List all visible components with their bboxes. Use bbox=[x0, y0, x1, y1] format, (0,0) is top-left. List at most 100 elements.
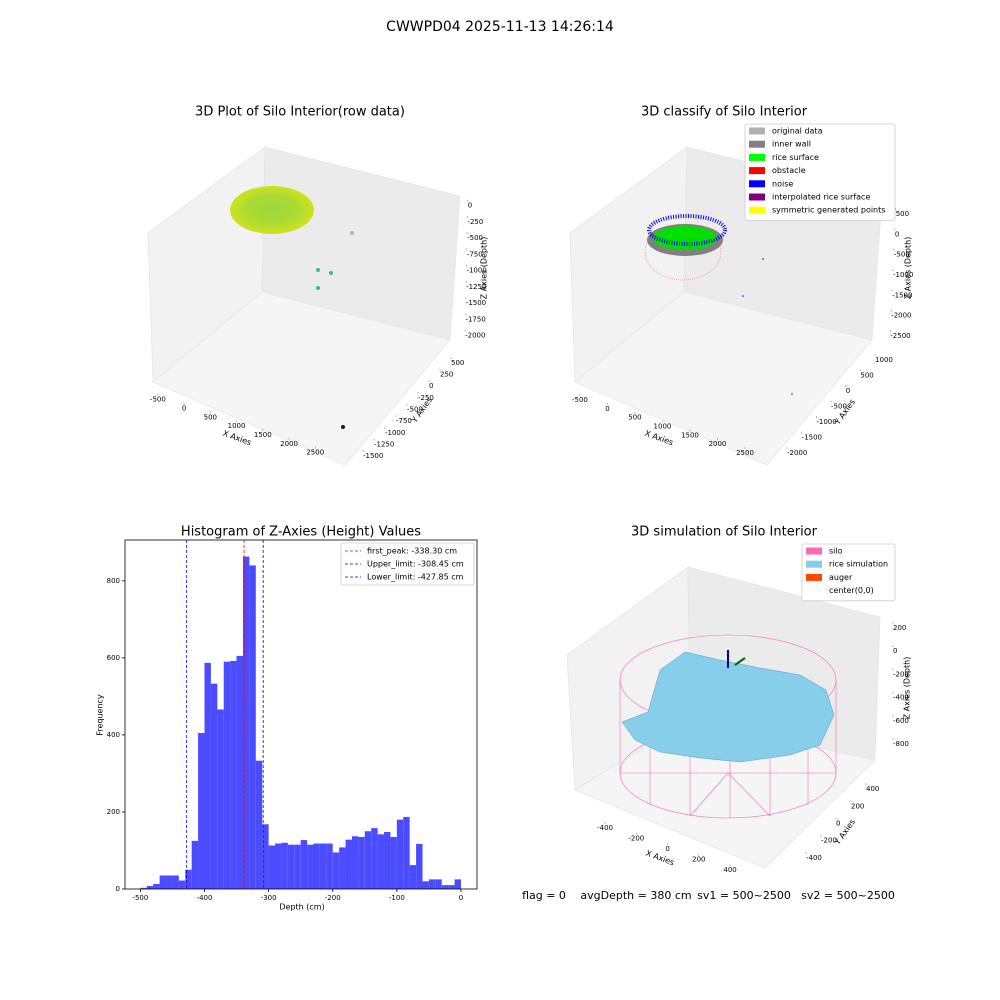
legend-swatch bbox=[806, 587, 822, 595]
z-tick-label: 0 bbox=[893, 647, 897, 655]
z-tick-label: -1750 bbox=[465, 315, 485, 323]
legend-label: interpolated rice surface bbox=[772, 193, 870, 202]
bar bbox=[416, 843, 423, 889]
legend-label: inner wall bbox=[772, 140, 811, 149]
y-tick-label: -200 bbox=[821, 837, 837, 845]
y-tick-label: 0 bbox=[116, 885, 120, 893]
x-tick-label: 2000 bbox=[709, 440, 727, 448]
bar bbox=[454, 879, 461, 889]
x-tick-label: 1000 bbox=[228, 422, 246, 430]
legend-box bbox=[801, 543, 896, 602]
z-axis-label: Z Axies (Depth) bbox=[480, 237, 489, 300]
legend-box bbox=[340, 542, 475, 586]
bar bbox=[146, 885, 154, 889]
bar bbox=[371, 828, 378, 889]
x-tick-label: -100 bbox=[389, 894, 405, 902]
x-axis-label: X Axies bbox=[222, 429, 253, 448]
bar bbox=[230, 660, 237, 889]
legend-swatch bbox=[749, 206, 765, 214]
bar bbox=[140, 887, 147, 889]
x-tick-label: 2500 bbox=[306, 449, 324, 457]
z-axis-label: Z Axies (Depth) bbox=[903, 657, 912, 720]
x-tick-label: 400 bbox=[723, 866, 736, 874]
bar bbox=[377, 834, 385, 889]
legend-label: symmetric generated points bbox=[772, 206, 885, 215]
x-tick-label: -500 bbox=[132, 894, 148, 902]
y-tick-label: -250 bbox=[418, 394, 434, 402]
bar bbox=[294, 844, 301, 889]
x-axis-label: X Axies bbox=[644, 429, 675, 448]
bar bbox=[262, 824, 269, 889]
z-tick-label: -200 bbox=[893, 670, 909, 678]
legend-swatch bbox=[749, 193, 765, 201]
x-tick-label: -400 bbox=[597, 824, 613, 832]
z-tick-label: -500 bbox=[467, 234, 483, 242]
bar bbox=[403, 816, 410, 889]
bar bbox=[435, 879, 442, 889]
legend-swatch bbox=[749, 153, 765, 161]
bar bbox=[345, 839, 352, 889]
bar bbox=[428, 879, 436, 889]
z-tick-label: -1500 bbox=[892, 291, 912, 299]
x-tick-label: 500 bbox=[628, 414, 641, 422]
z-tick-label: 0 bbox=[468, 202, 472, 210]
x-tick-label: -200 bbox=[325, 894, 341, 902]
y-tick-label: 200 bbox=[851, 802, 864, 810]
axes-panes bbox=[566, 566, 881, 869]
status-text: avgDepth = 380 cm bbox=[580, 889, 691, 902]
y-tick-label: 800 bbox=[107, 577, 120, 585]
bar bbox=[185, 869, 192, 889]
x-tick-label: 1500 bbox=[254, 431, 272, 439]
z-axis-label: Z Axies (Depth) bbox=[904, 237, 913, 300]
z-tick-label: -2000 bbox=[891, 312, 911, 320]
z-tick-label: -1250 bbox=[466, 283, 486, 291]
legend-swatch bbox=[749, 140, 765, 148]
x-tick-label: -500 bbox=[150, 396, 166, 404]
bar bbox=[281, 842, 288, 889]
x-tick-label: 0 bbox=[605, 405, 609, 413]
y-tick-label: -1250 bbox=[374, 440, 394, 448]
z-tick-label: 500 bbox=[896, 210, 909, 218]
legend-swatch bbox=[806, 560, 822, 568]
z-tick-label: -2000 bbox=[465, 332, 485, 340]
bar bbox=[153, 883, 160, 889]
bar bbox=[255, 760, 263, 889]
z-tick-label: -800 bbox=[893, 740, 909, 748]
y-tick-label: 0 bbox=[836, 820, 840, 828]
y-tick-label: 500 bbox=[860, 372, 873, 380]
bar bbox=[396, 819, 404, 889]
status-text: sv2 = 500~2500 bbox=[801, 889, 895, 902]
axes-panes bbox=[147, 146, 461, 466]
x-axis-label: X Axies bbox=[645, 849, 676, 868]
bar bbox=[178, 880, 186, 889]
bar bbox=[409, 865, 417, 889]
x-tick-label: 500 bbox=[204, 413, 217, 421]
bar bbox=[249, 565, 256, 889]
bar bbox=[358, 836, 365, 889]
legend-label: noise bbox=[772, 179, 793, 188]
y-tick-label: -1000 bbox=[816, 418, 836, 426]
x-tick-label: 0 bbox=[182, 404, 186, 412]
z-tick-label: -600 bbox=[893, 717, 909, 725]
z-tick-label: -500 bbox=[894, 251, 910, 259]
bar bbox=[300, 840, 308, 889]
legend-swatch bbox=[749, 180, 765, 188]
x-tick-label: 2000 bbox=[280, 440, 298, 448]
bar bbox=[204, 662, 211, 889]
legend-swatch bbox=[806, 547, 822, 555]
legend-box bbox=[744, 123, 896, 221]
bar bbox=[223, 661, 231, 889]
x-tick-label: -500 bbox=[572, 396, 588, 404]
z-tick-label: -250 bbox=[467, 218, 483, 226]
z-tick-label: -400 bbox=[893, 694, 909, 702]
z-tick-label: 200 bbox=[893, 624, 906, 632]
y-tick-label: -2000 bbox=[787, 449, 807, 457]
y-tick-label: -400 bbox=[806, 854, 822, 862]
y-tick-label: 0 bbox=[429, 382, 433, 390]
bar bbox=[210, 683, 218, 889]
y-tick-label: -1500 bbox=[802, 434, 822, 442]
y-tick-label: -500 bbox=[407, 406, 423, 414]
bar bbox=[339, 847, 346, 889]
x-tick-label: 2500 bbox=[736, 449, 754, 457]
